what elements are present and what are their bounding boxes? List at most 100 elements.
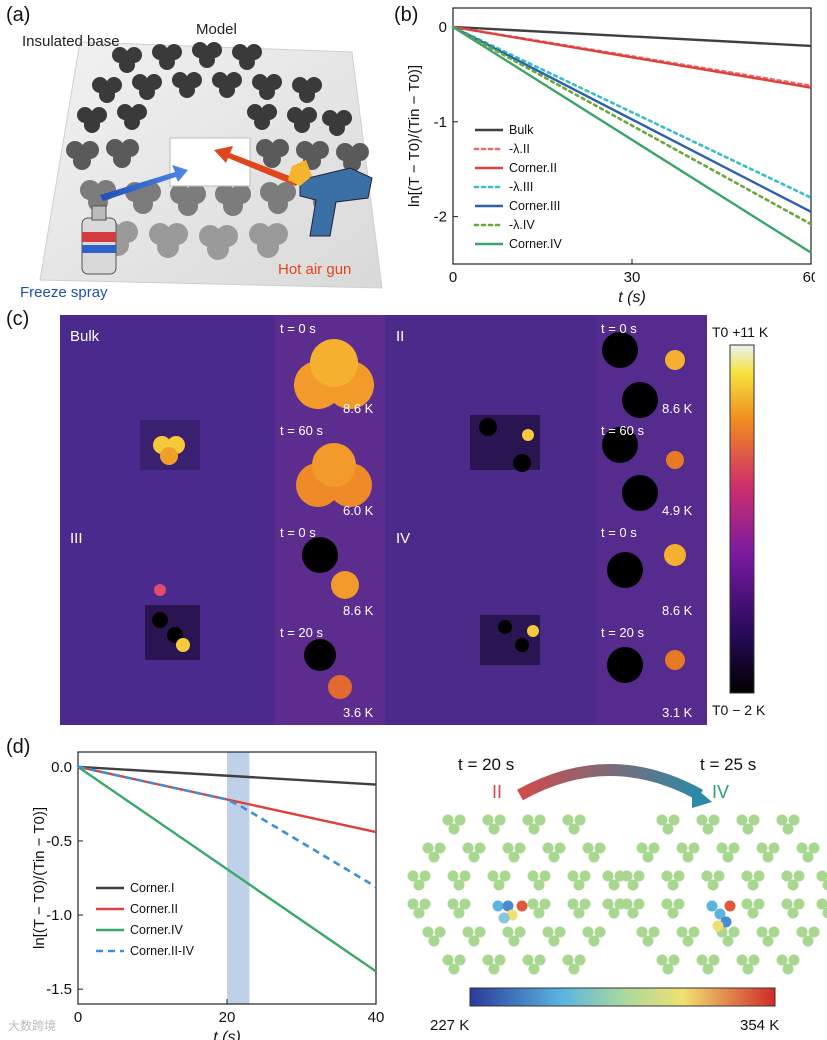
y-tick-label: -1.5	[46, 981, 72, 998]
lattice-site	[728, 926, 740, 938]
lattice-site	[594, 926, 606, 938]
lattice-site	[682, 935, 694, 947]
lattice-site	[454, 954, 466, 966]
x-tick-label: 20	[219, 1009, 236, 1026]
lattice-site	[747, 907, 759, 919]
lattice-hot-site	[502, 900, 514, 912]
lattice-site	[488, 963, 500, 975]
lattice-site	[447, 870, 459, 882]
legend-label: Corner.IV	[130, 923, 183, 937]
lattice-site	[808, 926, 820, 938]
lattice-site	[713, 870, 725, 882]
lattice-site	[514, 926, 526, 938]
lattice-site	[808, 842, 820, 854]
lattice-site	[482, 954, 494, 966]
legend-label: Corner.IV	[509, 237, 562, 251]
lattice-site	[567, 898, 579, 910]
lattice-site	[796, 842, 808, 854]
lattice-site	[554, 926, 566, 938]
lattice-site	[621, 870, 633, 882]
legend-label: -λ.II	[509, 142, 530, 156]
lattice-site	[493, 879, 505, 891]
series-line-corner-ii	[452, 25, 812, 89]
lattice-site	[453, 879, 465, 891]
lattice-site	[579, 898, 591, 910]
lattice-site	[816, 870, 827, 882]
legend-label: Bulk	[509, 123, 534, 137]
series-line-corner-iv	[452, 25, 812, 254]
legend-label: -λ.IV	[509, 218, 535, 232]
lattice-site	[502, 926, 514, 938]
lattice-site	[756, 926, 768, 938]
lattice-site	[802, 935, 814, 947]
x-axis-label: t (s)	[618, 289, 646, 306]
lattice-site	[756, 842, 768, 854]
lattice-site	[608, 879, 620, 891]
lattice-site	[661, 870, 673, 882]
lattice-left	[407, 814, 626, 975]
corner-iii-overview	[145, 584, 200, 660]
lattice-site	[661, 898, 673, 910]
series-line-corner-iii	[452, 25, 812, 213]
panel-b-chart: 0 30 60 0 -1 -2 t (s) ln[(T − T0)/(Tin − T0)] Bu…	[406, 7, 815, 306]
lattice-site	[642, 851, 654, 863]
lattice-site	[582, 926, 594, 938]
lattice-site	[673, 898, 685, 910]
freeze-spray-can	[81, 205, 117, 275]
lattice-site	[742, 963, 754, 975]
plot-frame	[452, 7, 812, 265]
lattice-site	[708, 954, 720, 966]
lattice-site	[668, 954, 680, 966]
lattice-site	[696, 954, 708, 966]
lattice-site	[499, 870, 511, 882]
lattice-site	[636, 842, 648, 854]
quadrant-label-ii: II	[396, 328, 404, 345]
lattice-site	[428, 851, 440, 863]
iv-value-2: 3.1 K	[662, 705, 693, 720]
lattice-site	[822, 907, 827, 919]
x-tick-label: 40	[368, 1009, 385, 1026]
lattice-site	[533, 879, 545, 891]
lattice-site	[668, 814, 680, 826]
bulk-time-1: t = 0 s	[280, 321, 316, 336]
time-right-label: t = 25 s	[700, 755, 756, 774]
lattice-site	[747, 879, 759, 891]
lattice-site	[434, 926, 446, 938]
lattice-site	[736, 954, 748, 966]
lattice-site	[621, 898, 633, 910]
lattice-site	[822, 879, 827, 891]
lattice-site	[428, 935, 440, 947]
lattice-site	[468, 851, 480, 863]
y-axis-label: ln[(T − T0)/(Tin − T0)]	[406, 65, 423, 207]
lattice-site	[688, 926, 700, 938]
ii-time-2: t = 60 s	[601, 423, 644, 438]
lattice-right	[621, 814, 827, 975]
lattice-site	[594, 842, 606, 854]
lattice-hot-site	[492, 900, 504, 912]
lattice-site	[494, 814, 506, 826]
lattice-site	[528, 823, 540, 835]
iv-value-1: 8.6 K	[662, 603, 693, 618]
lattice-site	[419, 870, 431, 882]
lattice-site	[574, 814, 586, 826]
lattice-site	[662, 963, 674, 975]
bulk-time-2: t = 60 s	[280, 423, 323, 438]
phase-right-label: IV	[712, 782, 729, 802]
lattice-site	[579, 870, 591, 882]
lattice-site	[528, 963, 540, 975]
lattice-site	[474, 842, 486, 854]
lattice-site	[781, 870, 793, 882]
x-tick-label: 60	[803, 269, 815, 286]
lattice-site	[702, 823, 714, 835]
lattice-site	[753, 870, 765, 882]
lattice-site	[413, 907, 425, 919]
lattice-site	[462, 842, 474, 854]
lattice-site	[459, 898, 471, 910]
lattice-site	[494, 954, 506, 966]
lattice-site	[748, 954, 760, 966]
hot-air-gun-label: Hot air gun	[278, 261, 351, 278]
lattice-site	[514, 842, 526, 854]
lattice-site	[627, 879, 639, 891]
lattice-site	[453, 907, 465, 919]
lattice-site	[548, 935, 560, 947]
